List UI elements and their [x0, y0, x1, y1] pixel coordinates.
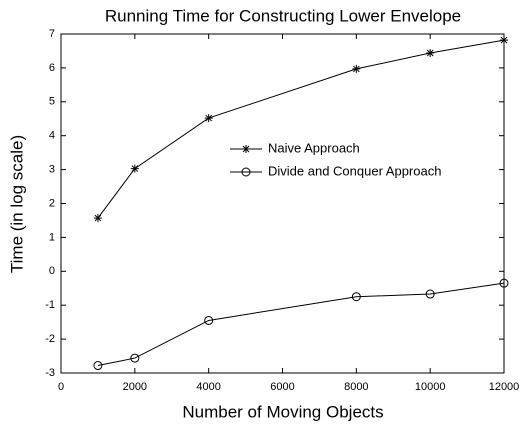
marker [499, 278, 509, 288]
chart-title: Running Time for Constructing Lower Enve… [105, 6, 461, 25]
y-tick-label: 5 [49, 96, 55, 108]
x-tick-label: 10000 [415, 381, 446, 393]
y-tick-label: 1 [49, 231, 55, 243]
legend-label: Naive Approach [268, 140, 360, 155]
marker [426, 48, 435, 57]
marker [351, 292, 361, 302]
legend-label: Divide and Conquer Approach [268, 163, 441, 178]
marker [204, 315, 214, 325]
marker [130, 353, 140, 363]
y-tick-label: 2 [49, 197, 55, 209]
y-tick-label: -3 [45, 367, 55, 379]
y-tick-label: 7 [49, 28, 55, 40]
x-tick-label: 12000 [489, 381, 520, 393]
y-tick-label: 6 [49, 62, 55, 74]
marker [352, 64, 361, 73]
y-tick-label: -2 [45, 333, 55, 345]
marker [425, 289, 435, 299]
y-axis-label: Time (in log scale) [7, 135, 26, 273]
y-tick-label: 3 [49, 164, 55, 176]
y-tick-label: 4 [49, 130, 55, 142]
series-line [97, 39, 505, 219]
x-tick-label: 0 [58, 381, 64, 393]
y-tick-label: -1 [45, 299, 55, 311]
x-tick-label: 2000 [123, 381, 147, 393]
marker [242, 145, 250, 153]
marker [241, 167, 251, 177]
series-line [97, 282, 505, 367]
y-tick-label: 0 [49, 265, 55, 277]
marker [93, 214, 102, 223]
x-tick-label: 6000 [270, 381, 294, 393]
x-tick-label: 8000 [344, 381, 368, 393]
x-axis-label: Number of Moving Objects [182, 402, 383, 421]
marker [130, 164, 139, 173]
marker [500, 36, 508, 45]
marker [93, 361, 103, 371]
marker [204, 114, 213, 123]
x-tick-label: 4000 [196, 381, 220, 393]
